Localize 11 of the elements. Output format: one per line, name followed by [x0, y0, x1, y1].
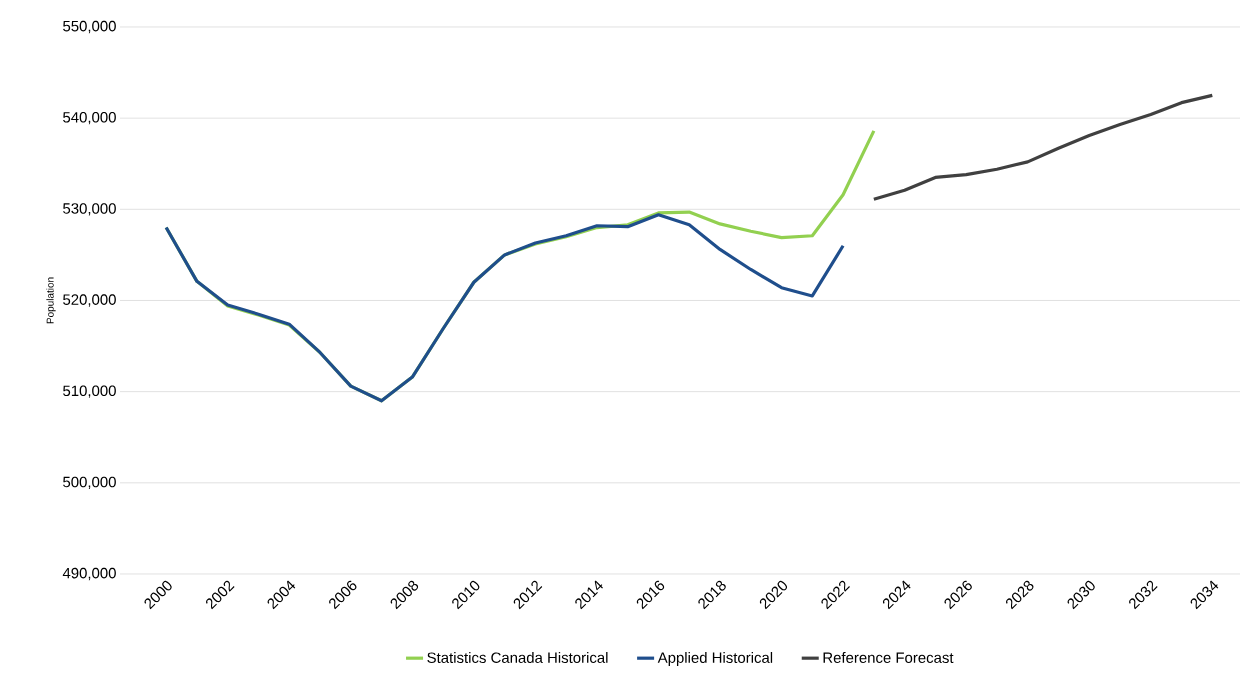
y-axis-title: Population [46, 277, 56, 324]
y-tick-label: 550,000 [63, 20, 116, 34]
y-tick-label: 510,000 [63, 385, 116, 398]
legend-label: Applied Historical [657, 652, 773, 666]
y-tick-label: 540,000 [63, 111, 116, 125]
y-tick-label: 530,000 [63, 203, 116, 216]
legend-label: Reference Forecast [823, 652, 954, 663]
y-tick-label: 500,000 [63, 476, 116, 489]
y-tick-label: 490,000 [62, 567, 116, 581]
y-tick-label: 520,000 [63, 294, 116, 307]
legend-label: Statistics Canada Historical [427, 652, 608, 663]
